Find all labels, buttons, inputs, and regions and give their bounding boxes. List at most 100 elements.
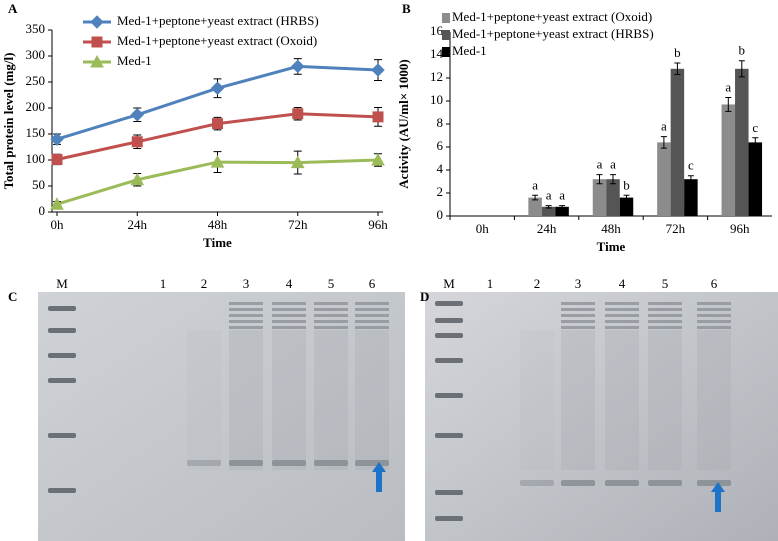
ladder-band bbox=[435, 393, 463, 398]
protein-band bbox=[605, 326, 639, 329]
target-band bbox=[355, 460, 389, 466]
protein-band bbox=[355, 314, 389, 317]
error-bar bbox=[738, 60, 745, 78]
ladder-band bbox=[435, 490, 463, 495]
significance-letter: a bbox=[532, 177, 538, 192]
target-band bbox=[648, 480, 682, 486]
x-axis-label: Time bbox=[597, 239, 626, 254]
lane-label: 6 bbox=[711, 276, 718, 291]
lane-label: 1 bbox=[160, 276, 167, 291]
x-axis-label: Time bbox=[203, 235, 232, 250]
legend-label: Med-1 bbox=[452, 43, 487, 58]
protein-band bbox=[355, 326, 389, 329]
lane-label: 4 bbox=[286, 276, 293, 291]
y-axis-label: Total protein level (mg/l) bbox=[1, 53, 16, 190]
significance-letter: a bbox=[559, 188, 565, 203]
data-point bbox=[210, 81, 225, 95]
protein-band bbox=[314, 314, 348, 317]
legend-swatch bbox=[442, 13, 450, 23]
lane-label: 6 bbox=[369, 276, 376, 291]
legend-label: Med-1+peptone+yeast extract (Oxoid) bbox=[452, 9, 652, 24]
significance-letter: a bbox=[546, 188, 552, 203]
protein-band bbox=[229, 320, 263, 323]
panel-label: B bbox=[402, 1, 411, 16]
smear bbox=[648, 330, 682, 470]
protein-band bbox=[605, 320, 639, 323]
significance-letter: c bbox=[752, 120, 758, 135]
x-tick-label: 48h bbox=[601, 221, 621, 236]
protein-band bbox=[229, 308, 263, 311]
y-tick-label: 300 bbox=[26, 47, 46, 62]
data-point bbox=[50, 197, 64, 210]
bar bbox=[606, 179, 620, 216]
y-axis-label: Activity (AU/ml× 1000) bbox=[396, 59, 411, 188]
bar bbox=[735, 68, 749, 216]
data-point bbox=[130, 172, 145, 186]
protein-band bbox=[561, 326, 595, 329]
data-point bbox=[212, 118, 223, 130]
target-band bbox=[272, 460, 306, 466]
bar bbox=[684, 179, 698, 216]
panel-label: D bbox=[420, 289, 429, 304]
protein-band bbox=[605, 302, 639, 305]
protein-band bbox=[648, 308, 682, 311]
error-bar bbox=[660, 136, 667, 149]
smear bbox=[229, 330, 263, 470]
x-tick-label: 0h bbox=[51, 217, 65, 232]
x-tick-label: 24h bbox=[128, 217, 148, 232]
significance-letter: b bbox=[623, 177, 630, 192]
y-tick-label: 150 bbox=[26, 125, 46, 140]
significance-letter: a bbox=[610, 157, 616, 172]
smear bbox=[697, 330, 731, 470]
error-bar bbox=[725, 97, 732, 112]
protein-band bbox=[355, 308, 389, 311]
significance-letter: b bbox=[674, 45, 681, 60]
significance-letter: a bbox=[597, 157, 603, 172]
legend-swatch bbox=[442, 47, 450, 57]
legend-label: Med-1+peptone+yeast extract (Oxoid) bbox=[117, 33, 317, 48]
y-tick-label: 0 bbox=[437, 207, 444, 222]
y-tick-label: 6 bbox=[437, 138, 444, 153]
x-tick-label: 96h bbox=[730, 221, 750, 236]
ladder-band bbox=[48, 378, 76, 383]
protein-band bbox=[697, 308, 731, 311]
smear bbox=[272, 330, 306, 470]
protein-band bbox=[561, 320, 595, 323]
bar bbox=[748, 142, 763, 216]
protein-band bbox=[229, 314, 263, 317]
error-bar bbox=[545, 205, 552, 209]
error-bar bbox=[559, 205, 566, 209]
y-tick-label: 50 bbox=[32, 177, 45, 192]
legend-label: Med-1+peptone+yeast extract (HRBS) bbox=[452, 26, 654, 41]
x-tick-label: 72h bbox=[666, 221, 686, 236]
protein-band bbox=[561, 314, 595, 317]
legend-marker bbox=[90, 54, 104, 68]
data-point bbox=[290, 155, 305, 169]
smear bbox=[187, 330, 221, 470]
protein-band bbox=[272, 326, 306, 329]
y-tick-label: 14 bbox=[430, 46, 444, 61]
protein-band bbox=[229, 326, 263, 329]
bar bbox=[592, 179, 607, 216]
lane-label: 2 bbox=[201, 276, 208, 291]
data-point bbox=[51, 153, 63, 165]
protein-band bbox=[272, 308, 306, 311]
y-tick-label: 250 bbox=[26, 73, 46, 88]
target-band bbox=[187, 460, 221, 466]
protein-band bbox=[648, 314, 682, 317]
x-tick-label: 24h bbox=[537, 221, 557, 236]
lane-label: 3 bbox=[575, 276, 582, 291]
x-tick-label: 48h bbox=[208, 217, 228, 232]
smear bbox=[520, 330, 554, 470]
y-tick-label: 2 bbox=[437, 184, 444, 199]
target-band bbox=[697, 480, 731, 486]
bar bbox=[555, 206, 569, 216]
protein-band bbox=[272, 320, 306, 323]
lane-label: 3 bbox=[243, 276, 250, 291]
protein-band bbox=[229, 302, 263, 305]
significance-letter: a bbox=[661, 119, 667, 134]
bar bbox=[721, 104, 736, 216]
x-tick-label: 72h bbox=[288, 217, 308, 232]
target-band bbox=[520, 480, 554, 486]
